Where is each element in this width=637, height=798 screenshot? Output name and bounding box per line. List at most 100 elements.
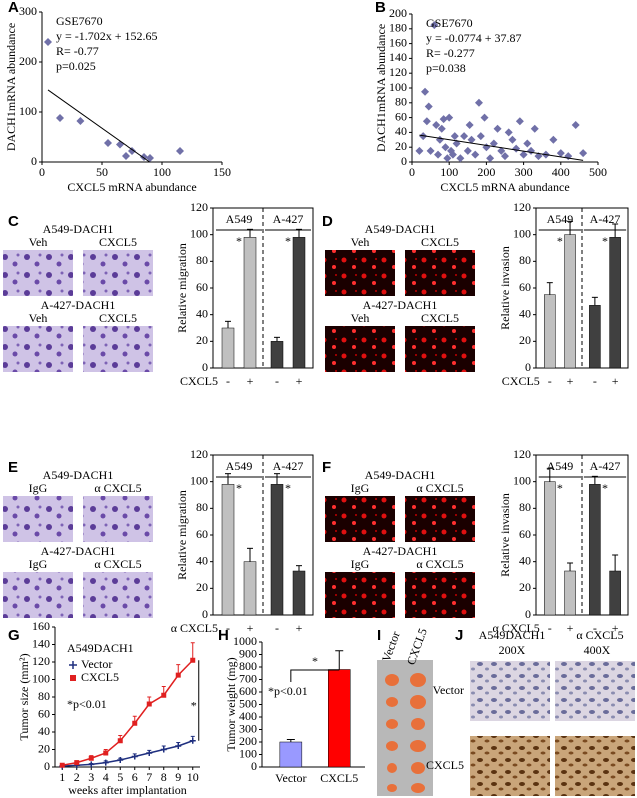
image-title: A549-DACH1 [365,468,436,482]
y-tick-label: 80 [38,689,50,703]
y-tick-label: 120 [32,654,50,668]
panel-letter: F [322,459,331,476]
point [176,147,184,155]
point [486,154,495,163]
x-tick-label: 10 [187,770,199,784]
significance-bracket [290,669,340,682]
y-tick-label: 60 [38,706,50,720]
image-column-label: Veh [29,311,48,325]
image-header: α CXCL5 [576,628,623,642]
point [465,121,474,129]
micrograph [3,326,73,372]
x-tick-label: CXCL5 [320,771,358,785]
bar [544,294,556,369]
y-axis-label: Tumor size (mm²) [17,653,31,740]
tumors [385,673,426,793]
x-tick-label: 150 [213,165,231,179]
x-tick-label: 100 [440,165,458,179]
point [448,150,457,159]
micrograph [405,572,475,618]
y-tick-label: 180 [389,21,407,35]
y-tick-label: 20 [519,333,531,347]
annotation: GSE7670 [56,14,103,28]
image-column-label: Veh [351,311,370,325]
y-tick-label: 20 [395,139,407,153]
marker [103,750,109,756]
y-tick-label: 60 [519,280,531,294]
point [432,121,441,129]
point [445,113,454,122]
group-label: A549 [226,212,253,226]
point [474,98,483,107]
point [467,135,476,144]
y-axis-label: Relative migration [175,490,189,580]
y-tick-label: 200 [19,54,37,68]
x-tick-label: 3 [88,770,94,784]
y-tick-label: 200 [239,734,257,748]
point [146,154,154,162]
bar [328,669,351,768]
panel-letter: B [375,0,386,16]
annotation: y = -1.702x + 152.65 [56,29,158,43]
point [439,115,448,124]
x-tick-label: 1 [59,770,65,784]
y-axis-label: DACH1mRNA abundance [4,23,18,151]
x-tick-label: + [567,374,574,388]
x-tick-label: + [296,621,303,635]
point [523,139,532,148]
point [501,152,509,161]
y-tick-label: 120 [513,447,531,461]
x-tick-label: - [275,374,279,388]
point [422,117,431,126]
micrograph [3,572,73,618]
image-column-label: 200X [499,643,526,657]
point [480,113,489,122]
y-axis-label: Relative invasion [498,246,512,330]
y-tick-label: 100 [190,473,208,487]
trend-line [47,89,150,163]
point [556,149,565,158]
image-column-label: α CXCL5 [416,557,463,571]
x-tick-label: - [275,621,279,635]
y-tick-label: 400 [239,709,257,723]
annotation: GSE7670 [426,16,473,30]
group-label: A549 [547,212,574,226]
x-axis-label: CXCL5 mRNA abundance [440,180,569,194]
image-title: A549DACH1 [479,628,546,642]
y-tick-label: 40 [38,724,50,738]
y-tick-label: 40 [519,553,531,567]
annotation: p=0.025 [56,59,96,73]
micrograph [3,496,73,542]
image-column-label: CXCL5 [421,235,459,249]
x-tick-label: - [226,374,230,388]
annotation: y = -0.0774 + 37.87 [426,31,522,45]
x-tick-label: + [247,374,254,388]
x-tick-label: 7 [146,770,152,784]
y-tick-label: 300 [19,4,37,18]
y-tick-label: 900 [239,646,257,660]
x-tick-label: 0 [39,165,45,179]
point [504,128,513,137]
y-tick-label: 80 [196,500,208,514]
significance: * [236,481,242,495]
y-tick-label: 20 [196,580,208,594]
point [122,152,130,160]
x-tick-label: 100 [153,165,171,179]
bar [279,741,303,768]
micrograph [470,661,550,721]
y-tick-label: 100 [513,473,531,487]
image-row-label: Vector [433,683,464,697]
image-column-label: IgG [351,557,370,571]
image-column-label: α CXCL5 [416,481,463,495]
y-tick-label: 0 [44,759,50,773]
image-title: A549-DACH1 [43,222,114,236]
group-label: A-427 [590,459,621,473]
y-tick-label: 160 [32,619,50,633]
y-tick-label: 20 [519,580,531,594]
y-tick-label: 300 [239,721,257,735]
significance: * [236,234,242,248]
x-tick-label: 4 [103,770,109,784]
y-tick-label: 40 [395,124,407,138]
y-axis-label: Tumor weight (mg) [224,657,238,751]
y-tick-label: 60 [196,527,208,541]
